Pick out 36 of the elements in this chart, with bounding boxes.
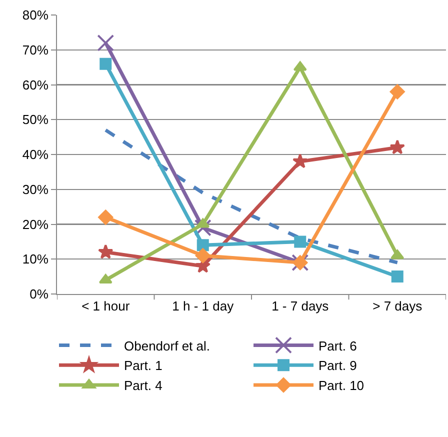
point: [98, 244, 114, 259]
legend-label: Part. 1: [124, 358, 162, 374]
point: [293, 61, 307, 71]
legend-label: Part. 4: [124, 378, 162, 394]
point: [196, 218, 210, 228]
point: [195, 248, 210, 264]
legend-label: Part. 9: [318, 358, 357, 374]
x-tick-label: > 7 days: [372, 298, 423, 314]
point: [390, 84, 405, 100]
point: [194, 219, 212, 236]
legend-label: Part. 10: [318, 378, 364, 394]
line-series: [104, 128, 400, 264]
y-tick-label: 50%: [22, 112, 49, 128]
point: [390, 140, 406, 154]
y-tick-label: 40%: [22, 147, 49, 162]
x-tick-label: < 1 hour: [82, 298, 130, 314]
point: [196, 239, 209, 252]
y-tick-label: 70%: [22, 42, 49, 58]
y-tick-label: 30%: [22, 182, 49, 197]
legend-label: Part. 6: [318, 338, 357, 354]
point: [98, 274, 112, 284]
point: [294, 236, 306, 248]
point: [98, 210, 114, 225]
y-tick-label: 20%: [22, 216, 49, 232]
point: [292, 153, 308, 168]
x-tick-label: 1 h - 1 day: [172, 298, 234, 314]
x-tick-label: 1 - 7 days: [272, 298, 330, 314]
y-tick-label: 0%: [30, 286, 49, 302]
point: [100, 58, 112, 70]
point: [391, 270, 404, 283]
legend-label: Obendorf et al.: [124, 338, 210, 354]
point: [390, 250, 404, 260]
y-tick-label: 60%: [22, 77, 49, 92]
point: [97, 34, 114, 52]
y-tick-label: 80%: [22, 8, 49, 23]
y-tick-label: 10%: [22, 252, 49, 267]
